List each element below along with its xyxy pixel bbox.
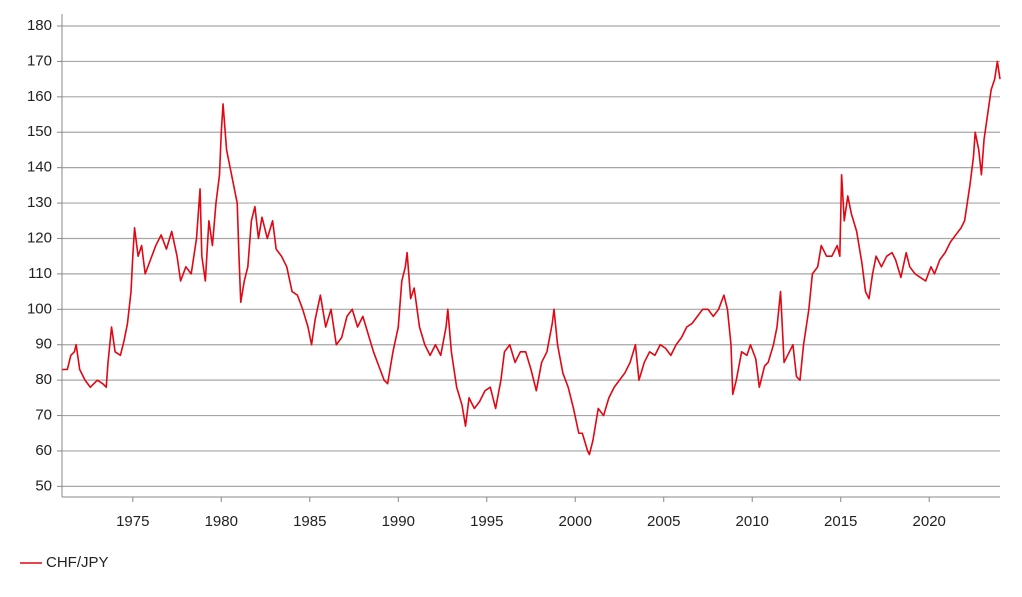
x-tick-label: 1990 <box>382 513 415 530</box>
y-tick-label: 120 <box>27 229 52 246</box>
y-tick-label: 60 <box>35 442 52 459</box>
x-tick-label: 2005 <box>647 513 680 530</box>
x-tick-label: 1985 <box>293 513 326 530</box>
y-tick-label: 180 <box>27 17 52 34</box>
legend-label: CHF/JPY <box>46 554 109 571</box>
y-tick-label: 70 <box>35 407 52 424</box>
y-tick-label: 140 <box>27 159 52 176</box>
series-line <box>62 60 1001 456</box>
x-tick-label: 1980 <box>205 513 238 530</box>
y-tick-label: 150 <box>27 123 52 140</box>
y-tick-label: 160 <box>27 88 52 105</box>
x-tick-label: 2010 <box>736 513 769 530</box>
x-tick-label: 2000 <box>559 513 592 530</box>
y-tick-label: 100 <box>27 300 52 317</box>
y-tick-label: 110 <box>28 265 52 282</box>
y-tick-label: 50 <box>35 477 52 494</box>
y-tick-label: 80 <box>35 371 52 388</box>
x-tick-label: 2015 <box>824 513 857 530</box>
x-tick-label: 2020 <box>913 513 946 530</box>
x-tick-label: 1995 <box>470 513 503 530</box>
y-tick-label: 170 <box>27 52 52 69</box>
y-tick-label: 130 <box>27 194 52 211</box>
y-tick-label: 90 <box>35 336 52 353</box>
x-tick-label: 1975 <box>116 513 149 530</box>
